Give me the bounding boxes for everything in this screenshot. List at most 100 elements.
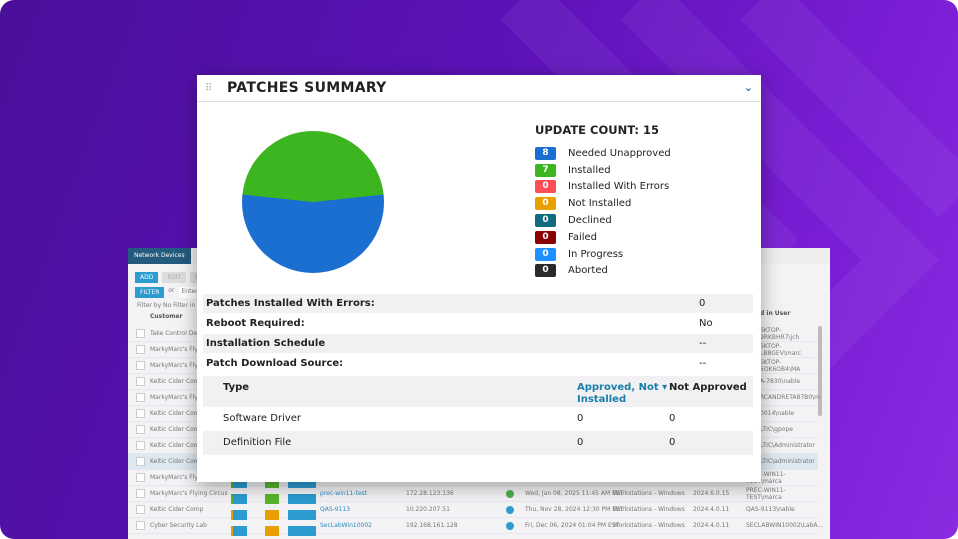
legend-label: Needed Unapproved bbox=[568, 147, 671, 159]
dropdown-icon[interactable] bbox=[233, 525, 247, 536]
count-badge: 0 bbox=[535, 197, 556, 211]
cell-version: 2024.4.0.11 bbox=[693, 522, 730, 529]
tools-icon[interactable] bbox=[288, 493, 316, 504]
cell-user: LTIC\Administrator bbox=[760, 442, 816, 449]
column-logged-in-user[interactable]: d in User bbox=[760, 310, 791, 317]
row-checkbox[interactable] bbox=[136, 377, 145, 386]
tools-icon[interactable] bbox=[288, 525, 316, 536]
header-type[interactable]: Type bbox=[223, 382, 250, 393]
legend-item: 0 Not Installed bbox=[535, 195, 671, 212]
scrollbar[interactable] bbox=[818, 326, 822, 416]
info-row: Patches Installed With Errors: 0 bbox=[203, 294, 753, 313]
cell-customer: MarkyMarc's Flying Circus bbox=[150, 474, 228, 481]
header-approved-line2: Installed bbox=[577, 394, 627, 405]
column-customer[interactable]: Customer bbox=[150, 313, 183, 320]
row-checkbox[interactable] bbox=[136, 521, 145, 530]
cell-customer: MarkyMarc's Flying Circus bbox=[150, 490, 228, 497]
info-value: -- bbox=[699, 338, 707, 349]
filter-by-text: Filter by No Filter in all bbox=[137, 302, 205, 309]
cell-device[interactable]: QAS-9113 bbox=[320, 506, 351, 513]
count-badge: 0 bbox=[535, 247, 556, 261]
row-checkbox[interactable] bbox=[136, 409, 145, 418]
drag-handle-icon[interactable]: ⠿ bbox=[205, 82, 213, 94]
row-checkbox[interactable] bbox=[136, 393, 145, 402]
cell-version: 2024.6.0.15 bbox=[693, 490, 730, 497]
cell-user: SKTOP-5OK6OB4\MA bbox=[760, 358, 801, 373]
cell-type: Definition File bbox=[223, 437, 292, 448]
header-not-approved[interactable]: Not Approved bbox=[669, 382, 747, 393]
cell-user: LTIC\administrator bbox=[760, 458, 815, 465]
info-label: Patch Download Source: bbox=[206, 358, 344, 369]
cell-customer: Keltic Cider Comp bbox=[150, 426, 204, 433]
pie-chart bbox=[241, 130, 385, 274]
cell-type: Software Driver bbox=[223, 413, 302, 424]
table-row[interactable]: Cyber Security Lab SecLabWin10002 192.168.… bbox=[128, 518, 823, 536]
header-approved-line1: Approved, Not ▾ bbox=[577, 382, 668, 393]
update-count: UPDATE COUNT: 15 bbox=[535, 123, 660, 137]
cell-ip: 192.168.161.128 bbox=[406, 522, 458, 529]
legend-label: In Progress bbox=[568, 248, 624, 260]
table-row[interactable]: Keltic Cider Comp QAS-9113 10.220.207.51 Th… bbox=[128, 502, 818, 520]
row-checkbox[interactable] bbox=[136, 441, 145, 450]
cell-user: A-7830\nable bbox=[760, 378, 801, 385]
count-badge: 0 bbox=[535, 264, 556, 278]
count-badge: 8 bbox=[535, 146, 556, 160]
count-badge: 0 bbox=[535, 180, 556, 194]
tab-network-devices[interactable]: Network Devices bbox=[128, 248, 191, 264]
status-icon bbox=[506, 505, 514, 514]
row-checkbox[interactable] bbox=[136, 345, 145, 354]
cell-date: Thu, Nov 28, 2024 12:30 PM EST bbox=[525, 506, 624, 513]
table-header: Type Approved, Not ▾ Installed Not Approv… bbox=[203, 376, 753, 407]
add-button[interactable]: ADD bbox=[135, 272, 159, 283]
cell-version: 2024.4.0.11 bbox=[693, 506, 730, 513]
legend: UPDATE COUNT: 15 8 Needed Unapproved 7 Inst… bbox=[535, 123, 671, 279]
info-label: Patches Installed With Errors: bbox=[206, 298, 375, 309]
row-checkbox[interactable] bbox=[136, 329, 145, 338]
cell-customer: Keltic Cider Comp bbox=[150, 458, 204, 465]
cell-customer: MarkyMarc's Flying bbox=[150, 362, 208, 369]
cell-class: Workstations - Windows bbox=[613, 490, 685, 497]
dropdown-icon[interactable] bbox=[233, 493, 247, 504]
cell-customer: Keltic Cider Comp bbox=[150, 442, 204, 449]
table-row[interactable]: MarkyMarc's Flying Circus prec-win11-test… bbox=[128, 486, 818, 504]
filter-button[interactable]: FILTER bbox=[135, 287, 165, 298]
row-checkbox[interactable] bbox=[136, 361, 145, 370]
row-checkbox[interactable] bbox=[136, 457, 145, 466]
chat-icon[interactable] bbox=[265, 493, 279, 504]
cell-customer: Keltic Cider Comp bbox=[150, 410, 204, 417]
cell-class: Workstations - Windows bbox=[613, 522, 685, 529]
cell-customer: MarkyMarc's Flying bbox=[150, 394, 208, 401]
patch-type-table: Type Approved, Not ▾ Installed Not Approv… bbox=[203, 376, 753, 455]
collapse-chevron-icon[interactable]: ⌄ bbox=[743, 81, 753, 94]
cell-ip: 10.220.207.51 bbox=[406, 506, 450, 513]
tools-icon[interactable] bbox=[288, 509, 316, 520]
row-checkbox[interactable] bbox=[136, 505, 145, 514]
legend-item: 0 Failed bbox=[535, 229, 671, 246]
patches-summary-widget: ⠿ PATCHES SUMMARY ⌄ UPDATE COUNT: 15 8 Ne… bbox=[197, 75, 761, 482]
tools-icon[interactable] bbox=[288, 477, 316, 488]
legend-item: 0 Aborted bbox=[535, 263, 671, 280]
cell-device[interactable]: prec-win11-test bbox=[320, 490, 367, 497]
cell-date: Wed, Jan 08, 2025 11:45 AM EST bbox=[525, 490, 624, 497]
cell-customer: Take Control Dev T bbox=[150, 330, 207, 337]
chat-icon[interactable] bbox=[265, 525, 279, 536]
row-checkbox[interactable] bbox=[136, 473, 145, 482]
dropdown-icon[interactable] bbox=[233, 477, 247, 488]
header-approved-not-installed[interactable]: Approved, Not ▾ Installed bbox=[577, 382, 667, 406]
chat-icon[interactable] bbox=[265, 477, 279, 488]
cell-customer: Cyber Security Lab bbox=[150, 522, 207, 529]
row-checkbox[interactable] bbox=[136, 425, 145, 434]
dropdown-icon[interactable] bbox=[233, 509, 247, 520]
table-row: Software Driver 0 0 bbox=[203, 407, 753, 431]
info-row: Reboot Required: No bbox=[203, 314, 753, 333]
chat-icon[interactable] bbox=[265, 509, 279, 520]
count-badge: 0 bbox=[535, 230, 556, 244]
legend-label: Installed bbox=[568, 164, 611, 176]
row-checkbox[interactable] bbox=[136, 489, 145, 498]
count-badge: 0 bbox=[535, 214, 556, 228]
legend-item: 0 Installed With Errors bbox=[535, 179, 671, 196]
legend-label: Not Installed bbox=[568, 198, 632, 210]
cell-device[interactable]: SecLabWin10002 bbox=[320, 522, 372, 529]
edit-button[interactable]: EDIT bbox=[162, 272, 187, 283]
cell-user: SKTOP-LB8GEV\marc bbox=[760, 342, 801, 357]
